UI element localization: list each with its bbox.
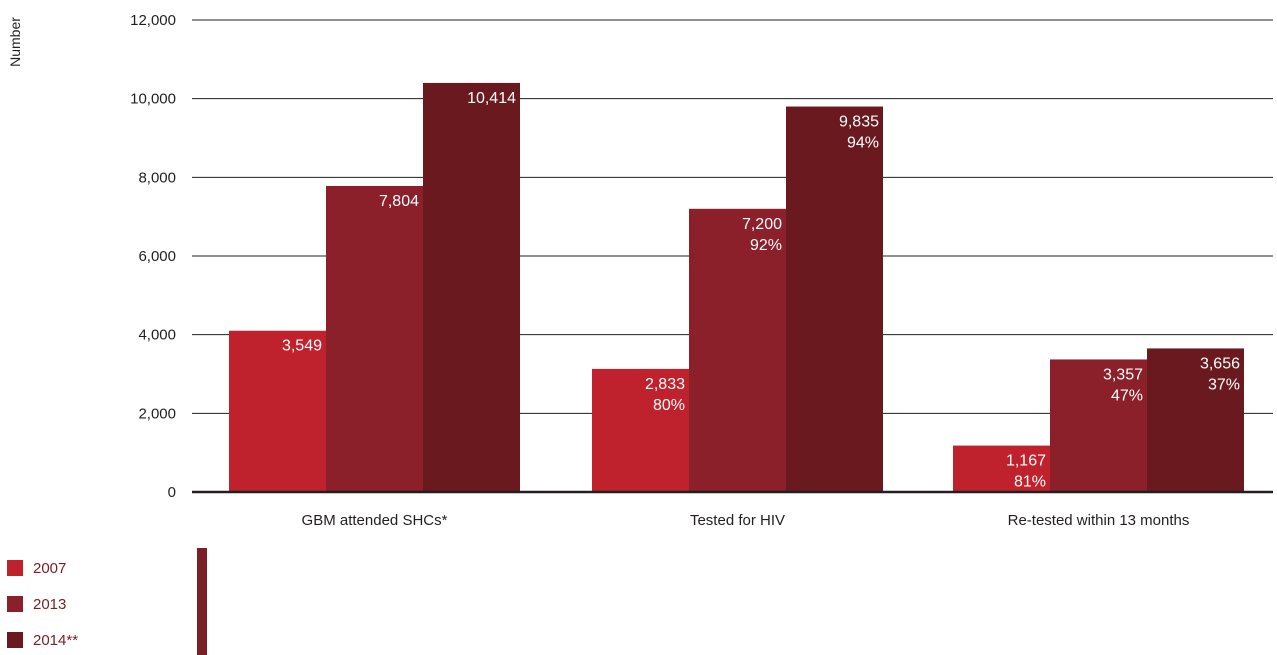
data-label-percent: 47% <box>1111 387 1143 404</box>
bar-2007-2 <box>953 445 1050 492</box>
data-label-count: 10,414 <box>467 90 516 107</box>
legend-item-2007: 2007 <box>7 558 66 578</box>
data-label-count: 9,835 <box>839 114 879 131</box>
legend-label: 2014** <box>33 631 79 649</box>
y-tick-label: 12,000 <box>130 12 176 29</box>
y-tick-label: 8,000 <box>138 169 176 186</box>
data-label-percent: 94% <box>847 135 879 152</box>
data-label-count: 1,167 <box>1006 453 1046 470</box>
legend-accent-bar <box>197 548 207 655</box>
data-label-count: 7,200 <box>742 216 782 233</box>
bar-chart: 3,549 2,833 80% 1,167 81% 7,804 7,200 92% 3,357 4… <box>7 12 1273 529</box>
bars <box>229 82 1244 493</box>
y-tick-label: 6,000 <box>138 248 176 265</box>
y-tick-label: 0 <box>168 484 176 501</box>
legend-swatch <box>7 560 23 576</box>
bar-2007-0 <box>229 330 326 492</box>
bar-2013-1 <box>689 208 786 493</box>
bar-2007-1 <box>592 368 689 492</box>
data-label-percent: 81% <box>1014 474 1046 491</box>
x-category-label: GBM attended SHCs* <box>302 512 448 529</box>
legend: 2007 2013 2014** <box>7 548 207 655</box>
y-tick-label: 10,000 <box>130 91 176 108</box>
bar-2014-0 <box>423 82 520 492</box>
data-labels: 3,549 2,833 80% 1,167 81% 7,804 7,200 92% 3,357 4… <box>282 90 1240 491</box>
legend-label: 2013 <box>33 595 67 613</box>
x-category-label: Tested for HIV <box>690 512 785 529</box>
bar-2014-2 <box>1147 348 1244 492</box>
bar-2013-2 <box>1050 359 1147 492</box>
data-label-count: 7,804 <box>379 193 419 210</box>
y-axis-title: Number <box>7 17 23 67</box>
y-tick-label: 4,000 <box>138 327 176 344</box>
data-label-percent: 37% <box>1208 376 1240 393</box>
legend-item-2014: 2014** <box>7 630 78 650</box>
data-label-count: 3,357 <box>1103 366 1143 383</box>
y-tick-label: 2,000 <box>138 405 176 422</box>
axes: 0 2,000 4,000 6,000 8,000 10,000 12,000 GBM att… <box>130 12 1273 529</box>
data-label-count: 3,656 <box>1200 355 1240 372</box>
legend-item-2013: 2013 <box>7 594 66 614</box>
data-label-count: 3,549 <box>282 338 322 355</box>
data-label-count: 2,833 <box>645 376 685 393</box>
legend-swatch <box>7 596 23 612</box>
legend-swatch <box>7 632 23 648</box>
legend-label: 2007 <box>33 559 67 577</box>
x-category-label: Re-tested within 13 months <box>1008 512 1190 529</box>
data-label-percent: 92% <box>750 237 782 254</box>
bar-2014-1 <box>786 106 883 493</box>
data-label-percent: 80% <box>653 397 685 414</box>
bar-2013-0 <box>326 185 423 492</box>
